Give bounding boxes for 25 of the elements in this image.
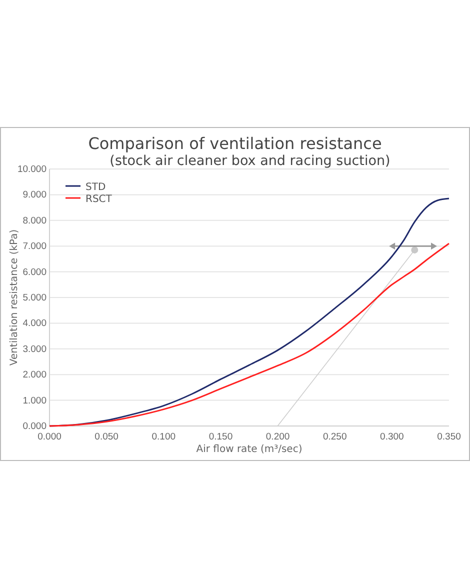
legend-label: STD — [86, 182, 106, 193]
x-tick-label: 0.250 — [322, 432, 347, 443]
legend-label: RSCT — [86, 194, 113, 205]
x-tick-label: 0.000 — [38, 432, 62, 443]
y-tick-label: 0.000 — [22, 421, 46, 432]
y-tick-label: 10.000 — [17, 164, 46, 176]
x-tick-label: 0.150 — [208, 432, 233, 443]
y-tick-label: 4.000 — [22, 318, 46, 330]
x-axis-title: Air flow rate (m³/sec) — [196, 444, 302, 455]
y-tick-label: 8.000 — [22, 215, 46, 226]
y-tick-label: 6.000 — [22, 266, 46, 278]
x-tick-label: 0.050 — [94, 432, 118, 443]
y-tick-label: 7.000 — [22, 241, 46, 252]
y-tick-label: 9.000 — [22, 190, 46, 201]
y-tick-label: 5.000 — [22, 292, 46, 304]
x-tick-label: 0.100 — [152, 432, 176, 443]
chart-title: Comparison of ventilation resistance — [88, 134, 382, 153]
y-tick-label: 1.000 — [22, 395, 46, 406]
x-tick-label: 0.350 — [437, 432, 461, 443]
x-tick-label: 0.200 — [266, 432, 290, 443]
chart-subtitle: (stock air cleaner box and racing suction) — [110, 153, 390, 169]
y-tick-label: 2.000 — [22, 370, 46, 381]
x-tick-label: 0.300 — [380, 432, 404, 443]
y-tick-label: 3.000 — [22, 344, 46, 355]
y-axis-title: Ventilation resistance (kPa) — [9, 229, 20, 366]
